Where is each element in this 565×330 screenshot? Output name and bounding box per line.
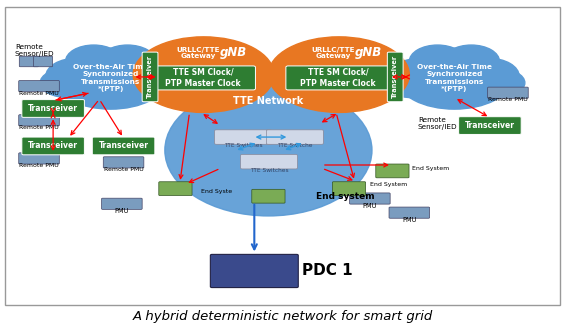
Ellipse shape <box>133 37 274 113</box>
Text: Over-the-Air Time
Synchronized
Transmissions
*(PTP): Over-the-Air Time Synchronized Transmiss… <box>417 64 492 92</box>
FancyBboxPatch shape <box>19 153 59 164</box>
FancyBboxPatch shape <box>33 56 53 67</box>
FancyBboxPatch shape <box>267 130 323 144</box>
Text: gNB: gNB <box>355 46 382 59</box>
Ellipse shape <box>125 68 181 98</box>
FancyBboxPatch shape <box>376 164 409 178</box>
Text: Transceiver: Transceiver <box>465 121 515 130</box>
Text: Transceiver: Transceiver <box>392 55 398 98</box>
Text: Gateway: Gateway <box>180 52 216 58</box>
Text: A hybrid deterministic network for smart grid: A hybrid deterministic network for smart… <box>132 310 433 323</box>
Text: Transceiver: Transceiver <box>28 142 78 150</box>
Text: gNB: gNB <box>219 46 246 59</box>
FancyBboxPatch shape <box>459 117 521 134</box>
FancyBboxPatch shape <box>22 137 84 155</box>
Text: End system: End system <box>316 192 375 201</box>
Ellipse shape <box>409 45 466 78</box>
Text: TTE SM Clock/
PTP Master Clock: TTE SM Clock/ PTP Master Clock <box>301 68 376 88</box>
Text: Remote PMU: Remote PMU <box>104 167 144 172</box>
Text: Over-the-Air Time
Synchronized
Transmissions
*(PTP): Over-the-Air Time Synchronized Transmiss… <box>73 64 148 92</box>
FancyBboxPatch shape <box>286 66 391 90</box>
FancyBboxPatch shape <box>388 52 403 102</box>
Ellipse shape <box>40 68 97 98</box>
FancyBboxPatch shape <box>19 115 59 126</box>
Text: PMU: PMU <box>115 208 129 214</box>
FancyBboxPatch shape <box>22 100 84 117</box>
Text: Transceiver: Transceiver <box>28 104 78 113</box>
Text: PMU: PMU <box>402 217 416 223</box>
FancyBboxPatch shape <box>241 154 297 169</box>
Ellipse shape <box>88 48 133 75</box>
Text: Gateway: Gateway <box>315 52 351 58</box>
Text: TTE Switche: TTE Switche <box>277 144 312 149</box>
FancyBboxPatch shape <box>142 52 158 102</box>
Ellipse shape <box>384 68 440 98</box>
FancyBboxPatch shape <box>102 198 142 209</box>
FancyBboxPatch shape <box>19 56 38 67</box>
FancyBboxPatch shape <box>350 193 390 204</box>
Text: Remote PMU: Remote PMU <box>19 163 59 168</box>
FancyBboxPatch shape <box>252 189 285 203</box>
Text: Transceiver: Transceiver <box>98 142 149 150</box>
Text: TTE SM Clock/
PTP Master Clock: TTE SM Clock/ PTP Master Clock <box>165 68 241 88</box>
Ellipse shape <box>114 58 175 94</box>
Text: URLLC/TTE: URLLC/TTE <box>176 47 220 53</box>
Ellipse shape <box>54 50 167 109</box>
Text: Remote PMU: Remote PMU <box>488 97 528 102</box>
Ellipse shape <box>74 78 147 108</box>
Text: TTE Switches: TTE Switches <box>250 168 288 173</box>
Text: End System: End System <box>412 166 449 171</box>
Text: Transceiver: Transceiver <box>147 55 153 98</box>
Ellipse shape <box>468 68 525 98</box>
Ellipse shape <box>268 37 409 113</box>
FancyBboxPatch shape <box>332 182 366 196</box>
FancyBboxPatch shape <box>215 130 272 144</box>
FancyBboxPatch shape <box>488 87 528 98</box>
FancyBboxPatch shape <box>210 254 298 287</box>
Text: Remote
Sensor/IED: Remote Sensor/IED <box>418 117 458 130</box>
Text: TTE Network: TTE Network <box>233 96 303 106</box>
FancyBboxPatch shape <box>103 157 144 168</box>
Text: Remote PMU: Remote PMU <box>19 91 59 96</box>
Ellipse shape <box>66 45 122 78</box>
FancyBboxPatch shape <box>5 7 560 305</box>
Ellipse shape <box>432 48 477 75</box>
FancyBboxPatch shape <box>92 137 155 155</box>
Text: PMU: PMU <box>363 203 377 209</box>
Ellipse shape <box>99 45 156 78</box>
Ellipse shape <box>418 78 491 108</box>
Ellipse shape <box>165 84 372 216</box>
FancyBboxPatch shape <box>159 182 192 196</box>
Ellipse shape <box>457 58 519 94</box>
FancyBboxPatch shape <box>151 66 255 90</box>
Text: Remote PMU: Remote PMU <box>19 125 59 130</box>
Ellipse shape <box>46 58 108 94</box>
Text: Remote
Sensor/IED: Remote Sensor/IED <box>15 44 54 57</box>
Ellipse shape <box>443 45 499 78</box>
Text: URLLC/TTE: URLLC/TTE <box>311 47 355 53</box>
Text: End System: End System <box>370 182 407 187</box>
Text: PDC 1: PDC 1 <box>302 263 353 278</box>
Text: End Syste: End Syste <box>201 189 232 194</box>
Text: TTE Switches: TTE Switches <box>224 144 262 149</box>
FancyBboxPatch shape <box>19 81 59 92</box>
Ellipse shape <box>398 50 511 109</box>
FancyBboxPatch shape <box>389 207 429 218</box>
Ellipse shape <box>390 58 451 94</box>
